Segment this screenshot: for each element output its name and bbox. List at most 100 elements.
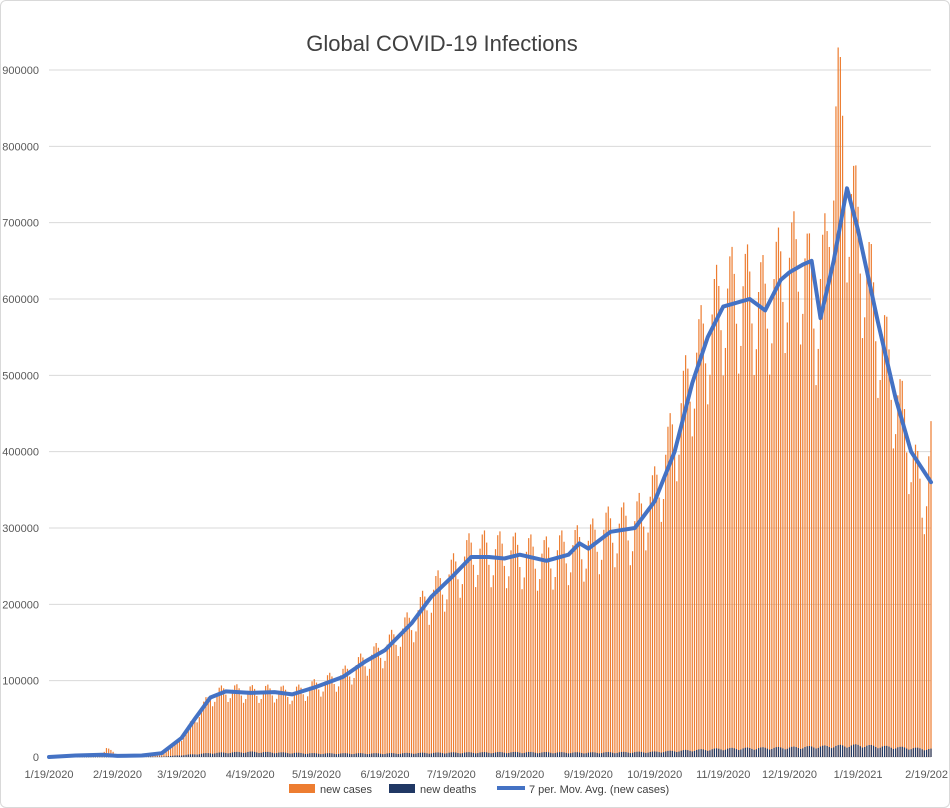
bar-new-deaths — [486, 752, 488, 757]
bar-new-cases — [448, 574, 450, 757]
bar-new-cases — [349, 676, 351, 757]
bar-new-deaths — [377, 753, 379, 757]
bar-new-deaths — [780, 747, 782, 757]
x-tick-label: 1/19/2021 — [834, 769, 883, 781]
bar-new-cases — [205, 697, 207, 757]
bar-new-deaths — [696, 749, 698, 757]
bar-new-deaths — [517, 752, 519, 757]
bar-new-cases — [393, 634, 395, 757]
bar-new-cases — [837, 47, 839, 757]
bar-new-deaths — [253, 751, 256, 757]
bar-new-cases — [802, 313, 804, 757]
bar-new-cases — [735, 323, 738, 757]
bar-new-deaths — [762, 747, 764, 757]
bar-new-deaths — [475, 753, 477, 757]
bar-new-deaths — [194, 754, 196, 757]
bar-new-cases — [780, 251, 782, 757]
bar-new-cases — [702, 323, 704, 757]
bar-new-cases — [227, 701, 229, 757]
bar-new-cases — [519, 567, 521, 757]
bar-new-cases — [198, 717, 200, 757]
bar-new-cases — [240, 695, 242, 757]
bar-new-deaths — [574, 752, 576, 757]
bar-new-cases — [302, 694, 304, 757]
bar-new-deaths — [651, 751, 654, 757]
bar-new-deaths — [313, 753, 315, 757]
bar-new-cases — [693, 408, 696, 757]
bar-new-deaths — [273, 753, 276, 757]
bar-new-deaths — [848, 746, 850, 757]
bar-new-cases — [304, 700, 307, 757]
bar-new-cases — [777, 227, 780, 757]
chart-title: Global COVID-19 Infections — [306, 31, 577, 56]
bar-new-deaths — [815, 748, 817, 757]
bar-new-cases — [713, 278, 715, 757]
bar-new-deaths — [554, 753, 556, 757]
bar-new-deaths — [680, 750, 682, 757]
bar-new-cases — [479, 548, 481, 757]
y-tick-label: 200000 — [2, 599, 39, 611]
bar-new-deaths — [298, 752, 300, 757]
bar-new-cases — [598, 574, 601, 757]
bar-new-cases — [404, 617, 406, 757]
x-tick-label: 10/19/2020 — [627, 769, 682, 781]
bar-new-deaths — [702, 749, 704, 757]
bar-new-cases — [450, 559, 452, 757]
bar-new-deaths — [711, 749, 713, 757]
bar-new-cases — [815, 385, 817, 757]
bar-new-deaths — [382, 754, 384, 757]
bar-new-deaths — [647, 752, 649, 757]
bar-new-deaths — [309, 753, 311, 757]
bar-new-cases — [755, 349, 757, 757]
bar-new-deaths — [724, 749, 727, 757]
bar-new-deaths — [576, 752, 578, 757]
bar-new-cases — [890, 399, 892, 757]
bar-new-cases — [346, 668, 349, 757]
bar-new-cases — [881, 334, 883, 757]
bar-new-cases — [914, 444, 917, 757]
bar-new-deaths — [466, 752, 468, 757]
bar-new-cases — [844, 201, 846, 757]
bar-new-cases — [242, 702, 245, 757]
bar-new-deaths — [530, 751, 532, 757]
bar-new-cases — [696, 352, 698, 757]
bar-new-deaths — [399, 753, 402, 757]
bar-new-deaths — [503, 752, 505, 757]
bar-new-deaths — [521, 753, 523, 757]
bar-new-cases — [539, 579, 541, 757]
bar-new-deaths — [881, 746, 883, 757]
bar-new-deaths — [428, 753, 430, 757]
bar-new-cases — [740, 345, 742, 757]
bar-new-cases — [353, 677, 355, 757]
bar-new-deaths — [262, 752, 265, 757]
bar-new-deaths — [483, 752, 486, 757]
bar-new-cases — [589, 524, 592, 757]
bar-new-deaths — [388, 753, 391, 757]
bar-new-cases — [265, 685, 267, 757]
bar-new-cases — [413, 642, 415, 757]
bar-new-deaths — [304, 753, 307, 757]
bar-new-cases — [333, 683, 335, 757]
bar-new-deaths — [492, 753, 494, 757]
bar-new-deaths — [594, 752, 596, 757]
bar-new-deaths — [187, 754, 189, 757]
bar-new-cases — [563, 541, 565, 757]
bar-new-cases — [596, 551, 598, 757]
bar-new-deaths — [512, 752, 514, 757]
bar-new-cases — [841, 115, 844, 757]
bar-new-cases — [492, 575, 494, 757]
bar-new-deaths — [715, 748, 718, 757]
bar-new-cases — [638, 492, 640, 757]
bar-new-deaths — [817, 747, 819, 757]
bar-new-deaths — [895, 748, 897, 757]
bar-new-cases — [472, 564, 475, 757]
bar-new-cases — [760, 262, 762, 757]
bar-new-deaths — [368, 753, 371, 757]
bar-new-cases — [658, 497, 660, 757]
bar-new-cases — [452, 553, 455, 757]
bar-new-cases — [895, 434, 897, 757]
bar-new-deaths — [799, 748, 802, 757]
bar-new-cases — [775, 241, 777, 758]
x-tick-label: 4/19/2020 — [226, 769, 275, 781]
